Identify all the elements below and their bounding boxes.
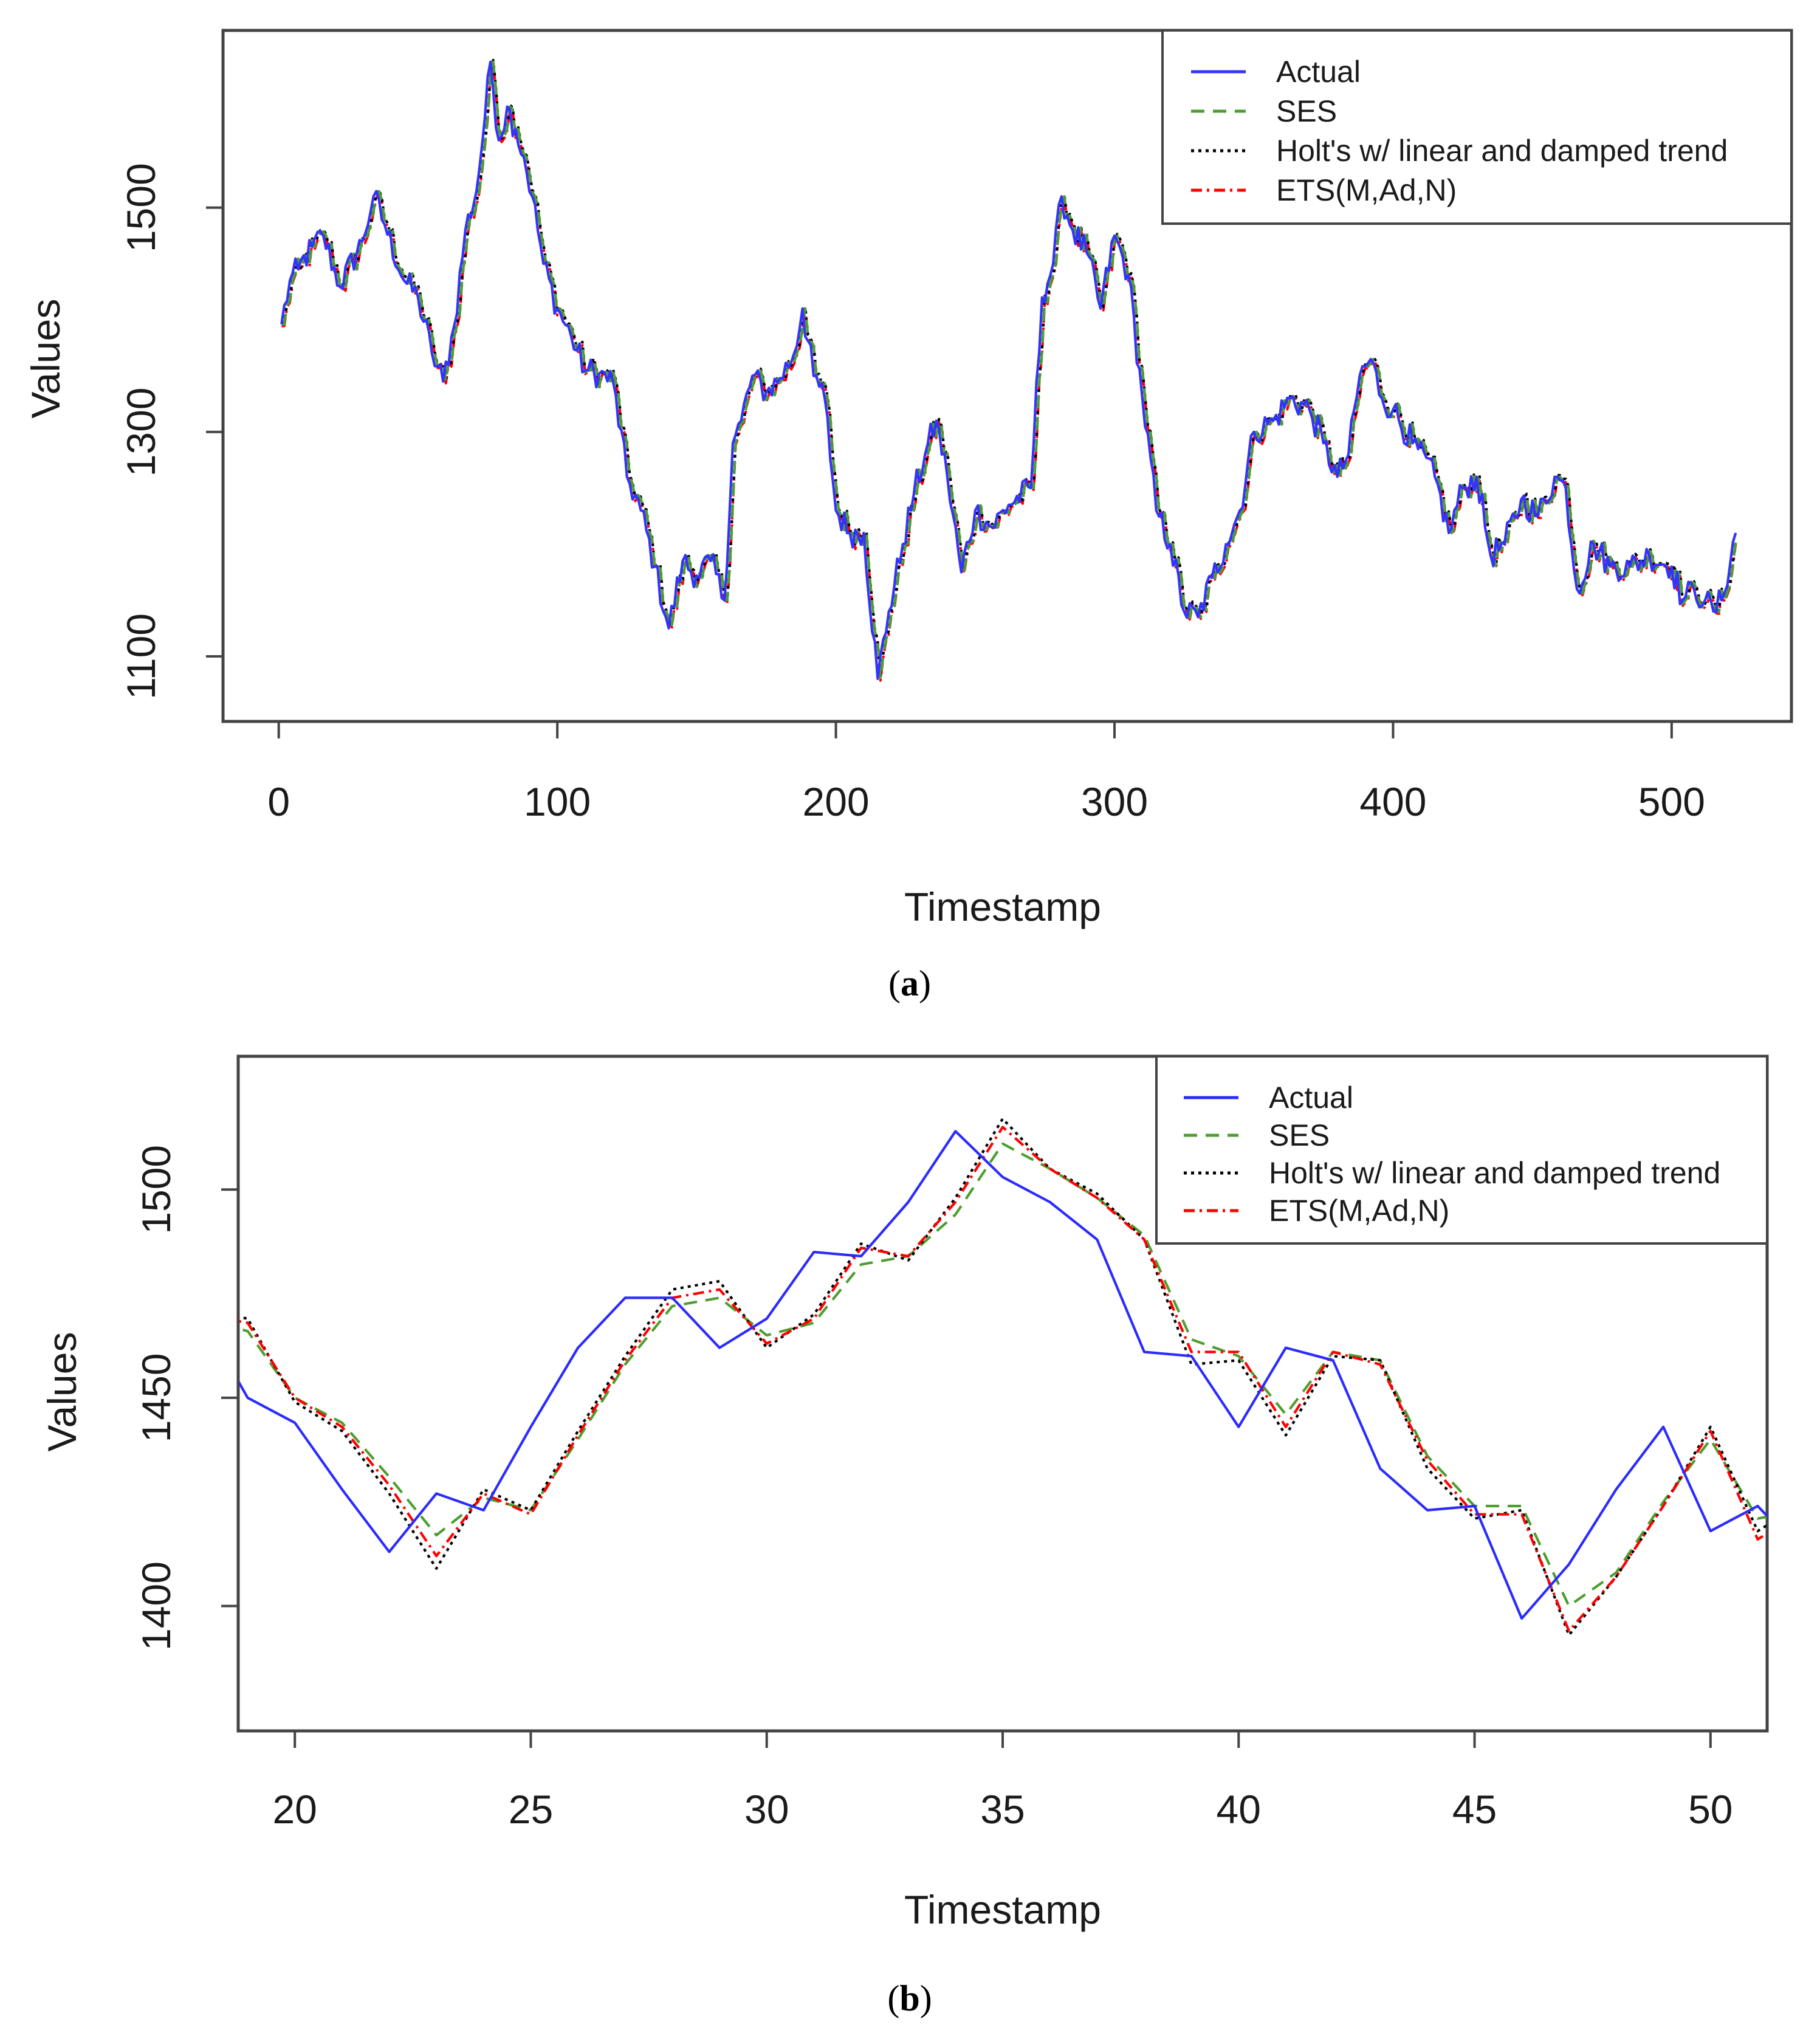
chart-b-x-tick-label: 40 [1217, 1787, 1261, 1832]
chart-a-x-tick-label: 0 [267, 779, 290, 824]
chart-a-x-tick-label: 100 [524, 779, 591, 824]
chart-b-legend: Actual SES Holt's w/ linear and damped t… [1155, 1055, 1768, 1245]
chart-a-legend: Actual SES Holt's w/ linear and damped t… [1161, 29, 1793, 225]
chart-b-series-ets-m-ad-n [238, 1126, 1767, 1632]
chart-b-y-tick-label: 1400 [134, 1561, 179, 1651]
caption-b-close: ) [920, 1978, 932, 2018]
chart-a-y-axis-title: Values [23, 299, 68, 419]
chart-b-x-tick-label: 35 [980, 1787, 1025, 1832]
chart-b-y-axis-title: Values [39, 1332, 84, 1452]
chart-b-legend-label-actual: Actual [1269, 1081, 1353, 1115]
chart-b-legend-label-ses: SES [1269, 1118, 1330, 1152]
chart-a-y-tick-label: 1100 [118, 613, 163, 700]
caption-a-open: ( [888, 963, 901, 1003]
chart-a-legend-label-holt: Holt's w/ linear and damped trend [1276, 134, 1728, 168]
chart-b-legend-box [1155, 1055, 1768, 1245]
chart-a-series-group [280, 58, 1737, 682]
chart-b-series-group [238, 1117, 1767, 1637]
chart-a-legend-label-ets: ETS(M,Ad,N) [1276, 173, 1457, 207]
caption-b: (b) [887, 1978, 932, 2018]
chart-a-x-axis-title: Timestamp [904, 884, 1101, 929]
chart-b-series-actual [238, 1130, 1767, 1620]
chart-a-legend-box [1161, 29, 1793, 225]
chart-b-legend-label-ets: ETS(M,Ad,N) [1269, 1194, 1449, 1228]
chart-a-y-tick-label: 1300 [118, 387, 163, 476]
chart-a-x-tick-label: 400 [1359, 779, 1426, 824]
chart-a-axes: 0 100 200 300 400 500 1100 1300 1500 [118, 163, 1705, 824]
chart-a-legend-label-ses: SES [1276, 94, 1337, 128]
caption-b-open: ( [887, 1978, 899, 2018]
chart-b: 20 25 30 35 40 45 50 1400 1450 1500 Actual SES Ho… [39, 1054, 1769, 1932]
chart-b-y-tick-label: 1450 [134, 1353, 179, 1442]
chart-b-x-tick-label: 50 [1688, 1787, 1732, 1832]
chart-b-x-axis-title: Timestamp [904, 1887, 1101, 1932]
caption-b-letter: b [899, 1978, 919, 2018]
chart-a-x-tick-label: 200 [802, 779, 869, 824]
chart-a-legend-label-actual: Actual [1276, 55, 1361, 89]
chart-b-axes: 20 25 30 35 40 45 50 1400 1450 1500 [134, 1145, 1733, 1832]
chart-b-series-ses [238, 1142, 1767, 1608]
caption-a-letter: a [901, 963, 919, 1003]
chart-a-y-tick-label: 1500 [118, 163, 163, 252]
caption-a: (a) [888, 963, 931, 1003]
chart-a-x-tick-label: 300 [1081, 779, 1148, 824]
chart-a-series-actual [280, 60, 1737, 680]
chart-b-x-tick-label: 45 [1452, 1787, 1497, 1832]
chart-a: 0 100 200 300 400 500 1100 1300 1500 Actual SES … [23, 29, 1793, 929]
chart-b-y-tick-label: 1500 [134, 1145, 179, 1234]
caption-a-close: ) [919, 963, 931, 1003]
chart-b-x-tick-label: 25 [509, 1787, 553, 1832]
chart-b-x-tick-label: 30 [744, 1787, 789, 1832]
chart-b-legend-label-holt: Holt's w/ linear and damped trend [1269, 1156, 1720, 1190]
chart-b-x-tick-label: 20 [272, 1787, 317, 1832]
chart-a-x-tick-label: 500 [1638, 779, 1705, 824]
